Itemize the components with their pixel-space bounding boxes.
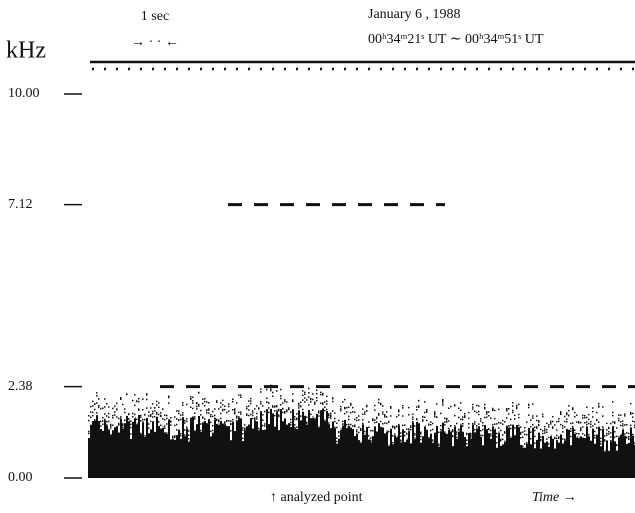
annotation: ↑ analyzed point xyxy=(270,490,363,505)
y-tick-label: 10.00 xyxy=(8,86,40,101)
y-tick-label: 7.12 xyxy=(8,197,33,212)
spectrogram-noise xyxy=(88,384,635,478)
time-range: 00ʰ34ᵐ21ˢ UT ∼ 00ʰ34ᵐ51ˢ UT xyxy=(368,32,544,47)
date: January 6 , 1988 xyxy=(368,7,461,22)
y-tick-label: 0.00 xyxy=(8,470,33,485)
scale-label: 1 sec xyxy=(141,9,169,24)
x-axis-label: Time → xyxy=(532,490,577,505)
y-tick-label: 2.38 xyxy=(8,379,33,394)
scale-arrows: → · · ← xyxy=(131,35,179,50)
y-axis-label: kHz xyxy=(6,38,46,64)
